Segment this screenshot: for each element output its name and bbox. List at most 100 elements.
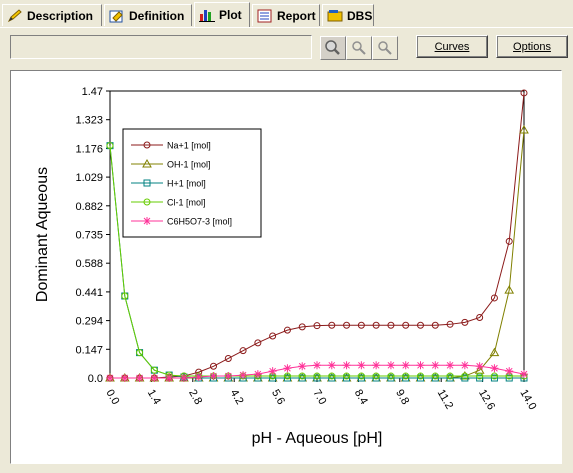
x-tick-label: 8.4 xyxy=(352,388,370,407)
tab-definition[interactable]: Definition xyxy=(104,4,192,26)
tab-bar: Description Definition Plot Report DBS xyxy=(0,0,573,28)
data-point xyxy=(194,373,203,382)
pencil-icon xyxy=(7,8,23,23)
data-point xyxy=(313,374,321,382)
data-point xyxy=(298,362,307,371)
data-point xyxy=(357,321,365,329)
data-point xyxy=(461,374,469,382)
data-point xyxy=(313,322,321,330)
report-icon xyxy=(257,9,273,23)
data-point xyxy=(387,374,395,382)
data-point xyxy=(372,321,380,329)
y-tick-label: 0.294 xyxy=(75,316,103,328)
legend-label: H+1 [mol] xyxy=(167,179,206,189)
data-point xyxy=(328,374,336,382)
definition-icon xyxy=(109,9,125,23)
data-point xyxy=(106,374,114,382)
data-point xyxy=(253,370,262,379)
data-point xyxy=(121,292,129,300)
options-button[interactable]: Options xyxy=(496,35,568,58)
data-point xyxy=(519,125,529,134)
x-tick-label: 2.8 xyxy=(186,388,204,407)
data-point xyxy=(460,361,469,370)
data-point xyxy=(490,372,498,380)
data-point xyxy=(343,374,351,382)
data-point xyxy=(342,361,351,370)
y-tick-label: 0.735 xyxy=(75,230,103,242)
data-point xyxy=(269,332,277,340)
curves-button[interactable]: Curves xyxy=(416,35,488,58)
data-point xyxy=(417,372,424,380)
data-point xyxy=(476,372,484,380)
data-point xyxy=(135,374,144,382)
data-point xyxy=(254,339,262,347)
tab-description[interactable]: Description xyxy=(2,4,102,26)
legend-label: Na+1 [mol] xyxy=(167,141,211,151)
data-point xyxy=(327,361,336,370)
data-point xyxy=(143,179,151,187)
data-point xyxy=(298,372,306,380)
data-point xyxy=(446,320,454,328)
data-point xyxy=(387,321,395,329)
curves-button-label: Curves xyxy=(434,40,470,53)
data-point xyxy=(224,354,232,362)
data-point xyxy=(165,374,174,382)
tab-label: Description xyxy=(27,8,94,23)
x-tick-label: 9.8 xyxy=(393,388,411,407)
data-point xyxy=(239,371,248,380)
y-axis-label: Dominant Aqueous xyxy=(34,167,51,302)
zoom-out-button[interactable] xyxy=(372,36,398,60)
options-button-label: Options xyxy=(513,40,551,53)
data-point xyxy=(387,372,395,380)
tab-report[interactable]: Report xyxy=(252,4,320,26)
data-point xyxy=(520,89,528,97)
data-point xyxy=(357,361,366,370)
series-line xyxy=(109,145,524,379)
data-point xyxy=(475,362,484,371)
data-point xyxy=(313,372,321,380)
data-point xyxy=(402,321,410,329)
data-point xyxy=(476,313,484,321)
data-point xyxy=(298,323,306,331)
data-point xyxy=(106,142,114,150)
data-point xyxy=(446,361,455,370)
data-point xyxy=(431,374,439,382)
data-point xyxy=(283,364,292,373)
tab-dbs[interactable]: DBS xyxy=(322,4,374,26)
legend-label: C6H5O7-3 [mol] xyxy=(167,217,232,227)
y-tick-label: 1.029 xyxy=(75,172,103,184)
data-point xyxy=(490,294,498,302)
data-point xyxy=(476,374,484,382)
data-point xyxy=(313,361,321,370)
data-point xyxy=(224,372,233,381)
tab-plot[interactable]: Plot xyxy=(194,2,250,27)
tab-label: DBS xyxy=(347,8,373,23)
x-tick-label: 4.2 xyxy=(228,388,246,407)
data-point xyxy=(343,372,351,380)
data-point xyxy=(504,285,515,294)
y-tick-label: 0.441 xyxy=(75,287,103,299)
data-point xyxy=(357,374,365,382)
x-axis-label: pH - Aqueous [pH] xyxy=(252,430,383,447)
data-point xyxy=(431,372,439,380)
data-point xyxy=(283,374,291,382)
x-tick-label: 0.0 xyxy=(103,388,121,407)
data-point xyxy=(446,372,454,380)
zoom-out-icon xyxy=(378,41,392,55)
plot-area[interactable]: 0.0 0.147 0.294 0.441 0.588 0.735 0.882 1.029 1.… xyxy=(10,70,562,464)
data-point xyxy=(136,349,144,357)
y-tick-label: 0.588 xyxy=(75,258,103,270)
data-point xyxy=(179,374,188,382)
tab-label: Report xyxy=(277,8,316,23)
status-field xyxy=(10,35,312,59)
legend-label: OH-1 [mol] xyxy=(167,160,211,170)
y-tick-label: 0.0 xyxy=(88,373,103,385)
zoom-reset-button[interactable] xyxy=(320,36,346,60)
data-point xyxy=(150,374,159,382)
data-point xyxy=(505,367,514,376)
chart-svg: 0.0 0.147 0.294 0.441 0.588 0.735 0.882 1.029 1.… xyxy=(34,86,539,447)
data-point xyxy=(209,372,218,381)
x-tick-label: 1.4 xyxy=(145,388,163,407)
zoom-in-button[interactable] xyxy=(346,36,372,60)
data-point xyxy=(402,372,410,380)
